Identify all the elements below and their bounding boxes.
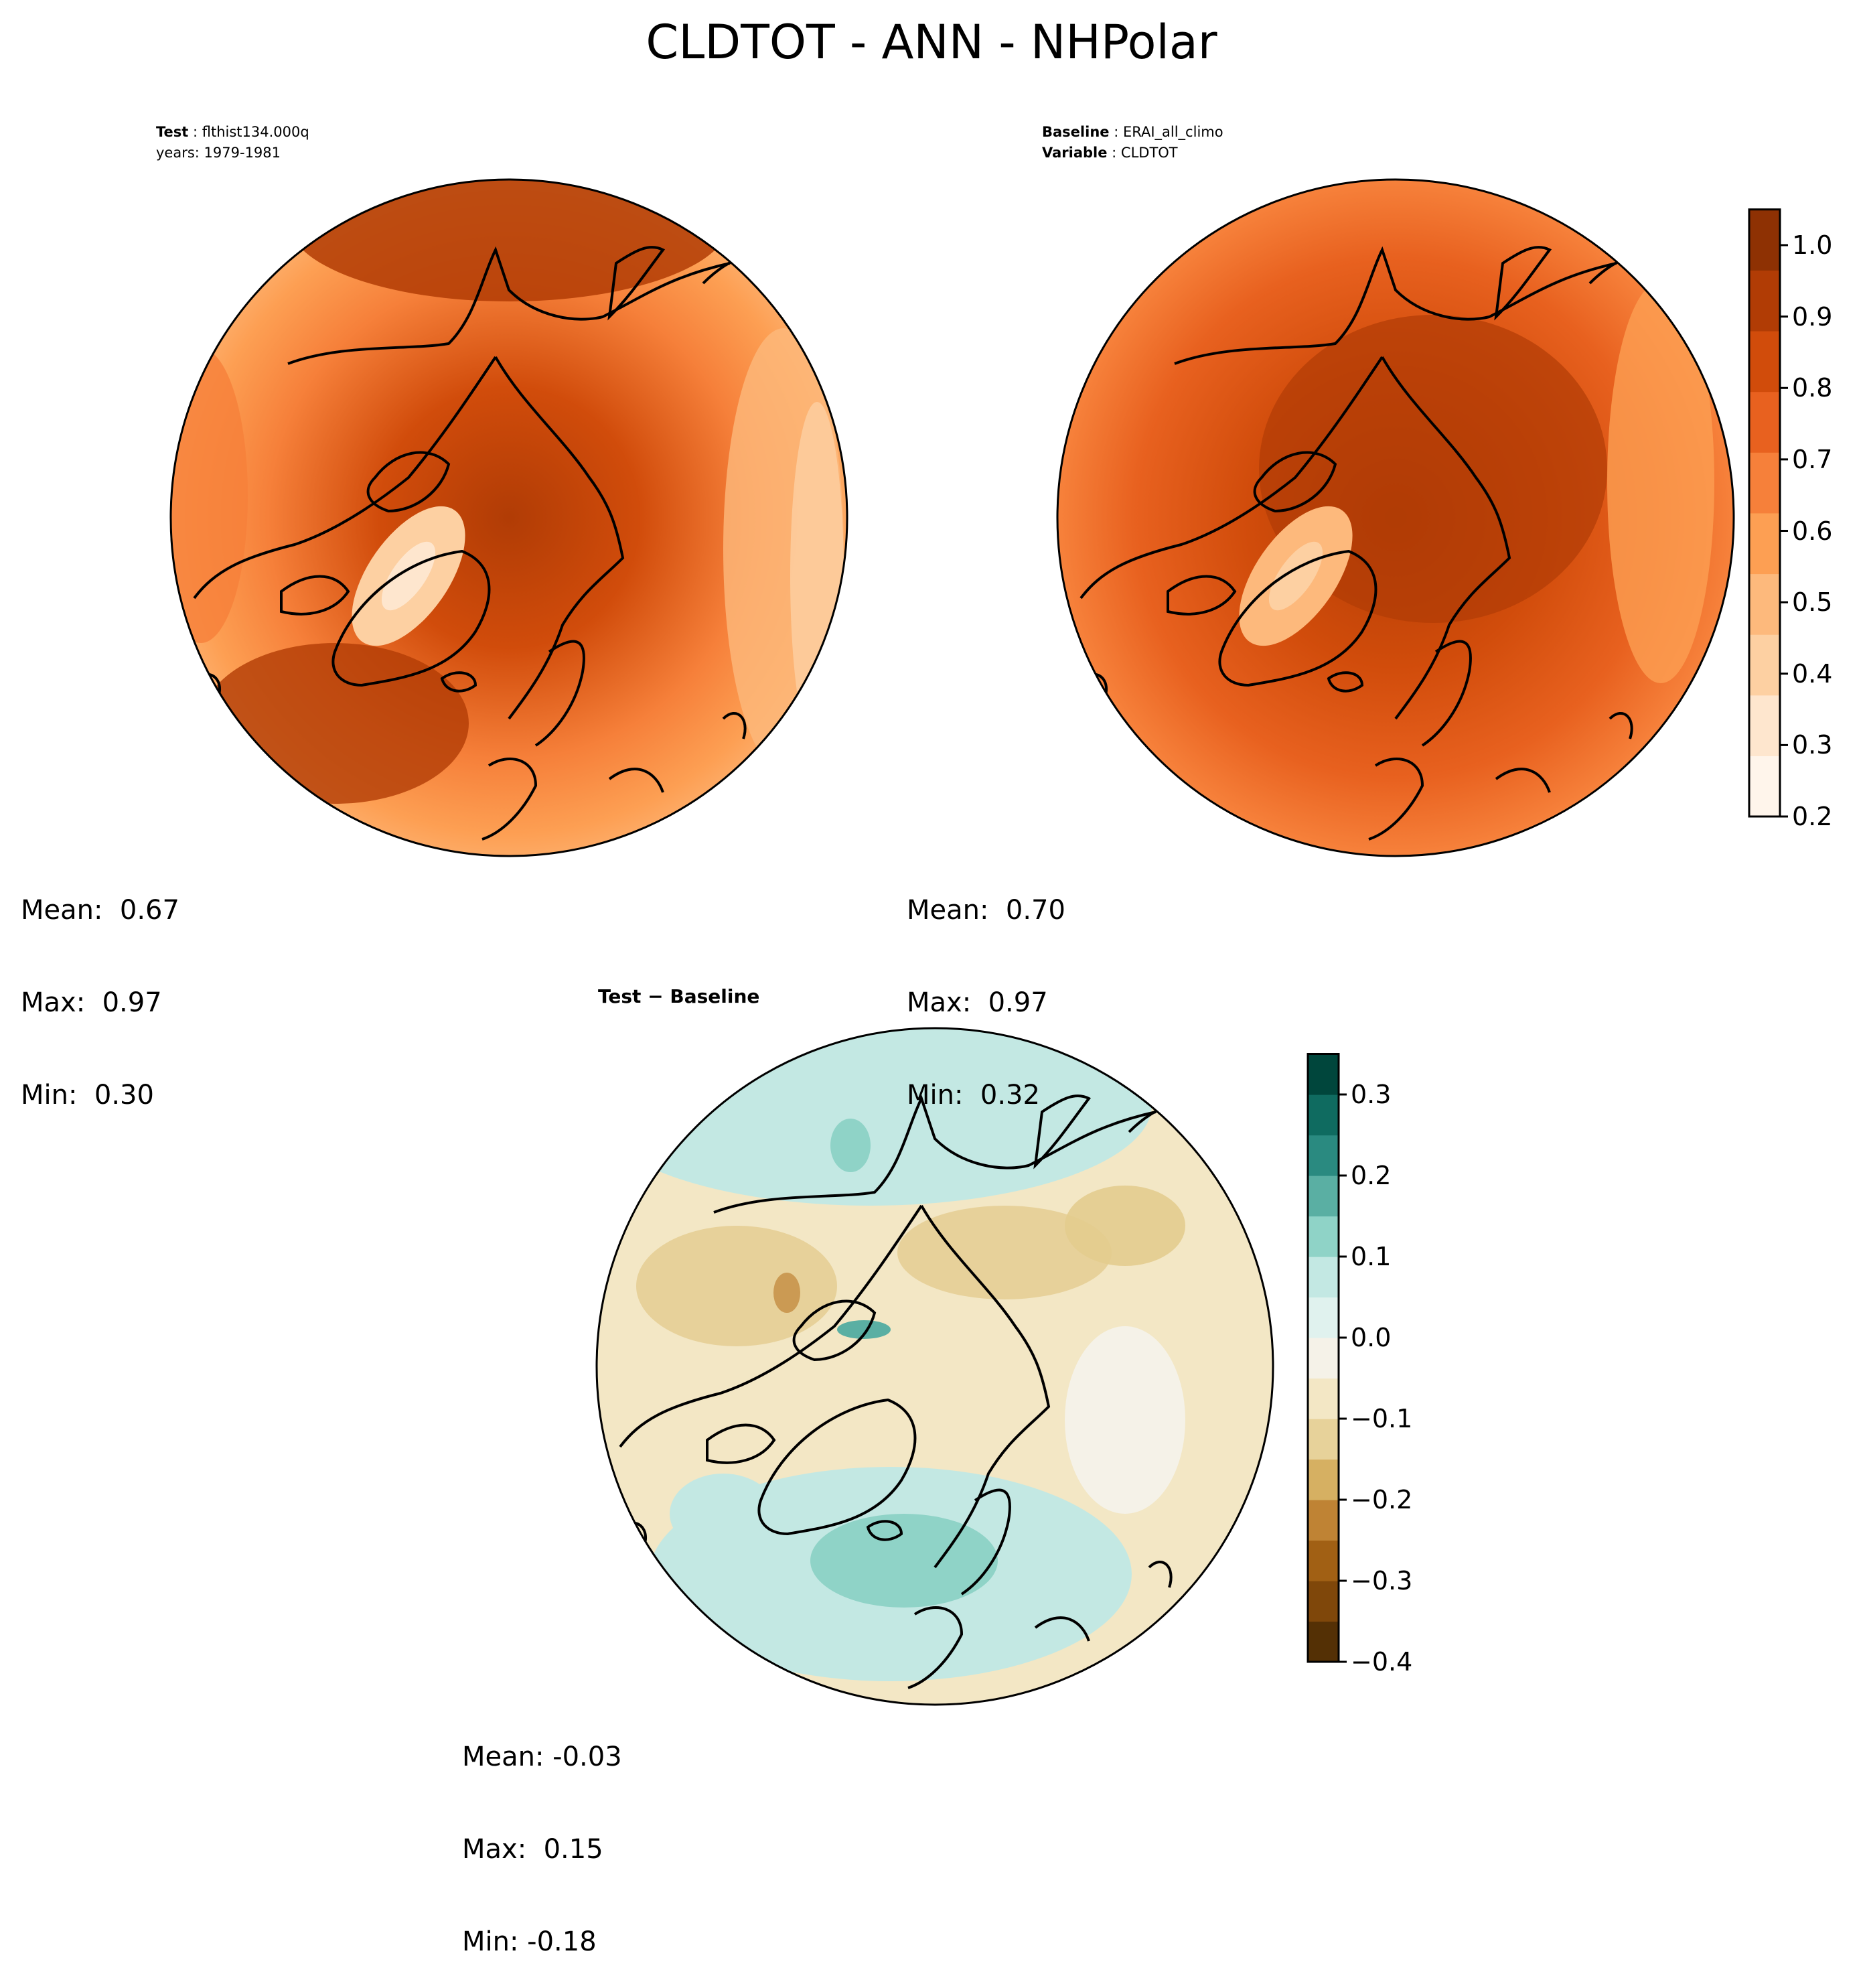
colorbar-main-color-step [1749,209,1780,271]
colorbar-difference-color-step [1308,1176,1339,1217]
colorbar-difference-tick-label: −0.4 [1351,1647,1413,1677]
colorbar-main-tick-label: 0.2 [1792,802,1833,831]
test-max: Max: 0.97 [21,987,162,1018]
colorbar-difference-color-step [1308,1378,1339,1419]
colorbar-main-color-step [1749,573,1780,635]
test-stats: Mean: 0.67 Max: 0.97 Min: 0.30 [21,833,179,1141]
colorbar-difference-color-step [1308,1581,1339,1622]
test-min: Min: 0.30 [21,1080,154,1111]
colorbar-difference-color-step [1308,1135,1339,1176]
colorbar-difference-color-step [1308,1257,1339,1298]
difference-map [595,1027,1274,1706]
baseline-label-value: ERAI_all_climo [1122,124,1223,140]
variable-label-key: Variable [1042,145,1108,161]
test-label-value: flthist134.000q [202,124,309,140]
test-years: years: 1979-1981 [156,145,281,161]
colorbar-main-color-step [1749,695,1780,756]
test-map [169,178,848,857]
baseline-mean: Mean: 0.70 [907,895,1065,926]
colorbar-main-tick-label: 0.8 [1792,373,1833,403]
variable-label-value: CLDTOT [1120,145,1178,161]
colorbar-difference-color-step [1308,1094,1339,1136]
colorbar-main-color-step [1749,756,1780,817]
baseline-max: Max: 0.97 [907,987,1048,1018]
colorbar-difference-tick-label: 0.2 [1351,1161,1392,1190]
colorbar-difference-tick-label: −0.1 [1351,1404,1413,1433]
test-label: Test : flthist134.000q [156,124,309,140]
colorbar-difference-color-step [1308,1621,1339,1662]
colorbar-difference-frame [1307,1053,1340,1663]
colorbar-difference-color-step [1308,1419,1339,1460]
colorbar-difference-color-step [1308,1500,1339,1541]
variable-label: Variable : CLDTOT [1042,145,1178,161]
colorbar-main-tick-label: 0.7 [1792,444,1833,474]
colorbar-difference-tick-label: −0.2 [1351,1485,1413,1514]
baseline-stats: Mean: 0.70 Max: 0.97 Min: 0.32 [907,833,1065,1141]
colorbar-main-frame [1748,208,1781,818]
test-mean: Mean: 0.67 [21,895,179,926]
colorbar-difference-color-step [1308,1216,1339,1257]
difference-stats: Mean: -0.03 Max: 0.15 Min: -0.18 [462,1680,622,1988]
difference-mean: Mean: -0.03 [462,1742,622,1772]
colorbar-difference-tick-label: 0.0 [1351,1323,1392,1352]
colorbar-main-color-step [1749,330,1780,393]
colorbar-difference-color-step [1308,1540,1339,1581]
colorbar-main-tick-label: 0.5 [1792,587,1833,618]
colorbar-main-color-step [1749,391,1780,453]
colorbar-main-color-step [1749,452,1780,514]
colorbar-main-tick-label: 1.0 [1792,230,1833,260]
difference-min: Min: -0.18 [462,1926,597,1957]
colorbar-main-tick-label: 0.4 [1792,658,1833,689]
colorbar-difference-color-step [1308,1338,1339,1379]
colorbar-main-color-step [1749,512,1780,575]
colorbar-main-color-step [1749,634,1780,696]
colorbar-main-tick-label: 0.6 [1792,516,1833,546]
difference-max: Max: 0.15 [462,1834,603,1865]
colorbar-difference-color-step [1308,1054,1339,1095]
test-label-key: Test [156,124,189,140]
difference-title: Test − Baseline [598,985,760,1007]
figure-title: CLDTOT - ANN - NHPolar [646,15,1217,70]
colorbar-main-color-step [1749,270,1780,332]
colorbar-main [1748,208,1788,818]
baseline-label-key: Baseline [1042,124,1110,140]
baseline-map [1056,178,1735,857]
colorbar-difference-tick-label: 0.3 [1351,1080,1392,1109]
colorbar-difference-color-step [1308,1459,1339,1500]
baseline-min: Min: 0.32 [907,1080,1040,1111]
colorbar-difference-tick-label: −0.3 [1351,1566,1413,1595]
colorbar-main-tick-label: 0.3 [1792,730,1833,760]
colorbar-difference-tick-label: 0.1 [1351,1242,1392,1271]
figure-canvas [169,178,1788,1706]
colorbar-difference-color-step [1308,1297,1339,1338]
colorbar-difference [1307,1053,1347,1663]
baseline-label: Baseline : ERAI_all_climo [1042,124,1223,140]
colorbar-main-tick-label: 0.9 [1792,301,1833,332]
